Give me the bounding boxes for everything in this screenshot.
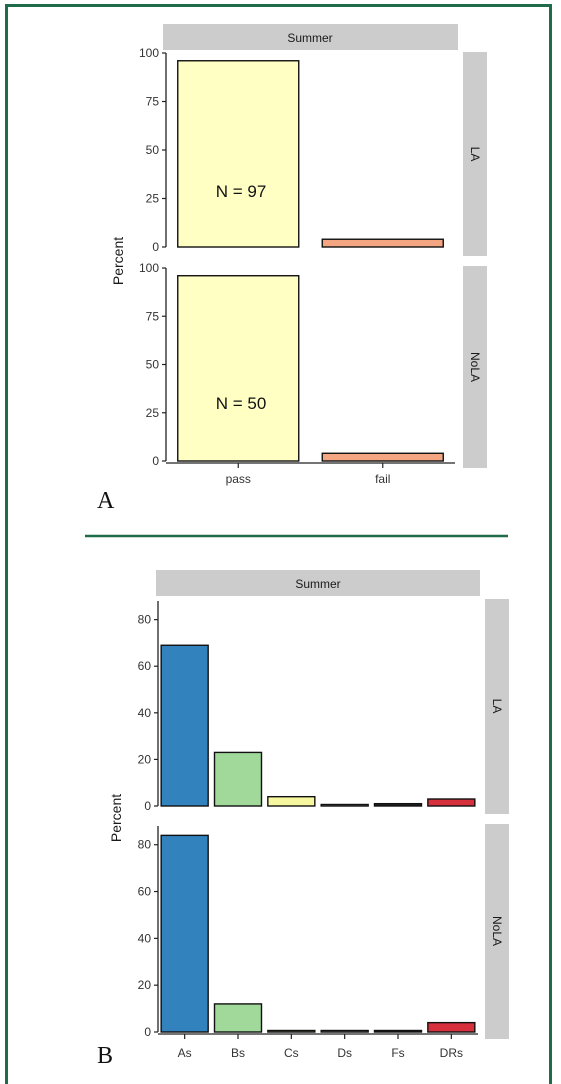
facet-row-label-2: NoLA (468, 352, 482, 382)
facet-strip-right-1 (463, 52, 487, 256)
x-tick-label: pass (226, 472, 251, 486)
bar-bs (213, 1003, 263, 1033)
y-tick-label: 100 (139, 46, 159, 60)
y-axis-label: Percent (108, 794, 124, 842)
annotation-n-la: N = 97 (216, 182, 267, 201)
bar-as (160, 834, 209, 1033)
x-tick-label: Ds (337, 1046, 352, 1060)
facet-panel-nola: 0 25 50 75 100 (139, 261, 444, 468)
facet-strip-right-2 (485, 824, 509, 1039)
y-tick-label: 0 (152, 240, 159, 254)
bar-pass (177, 60, 300, 248)
bar-drs (427, 1021, 476, 1033)
y-tick-label: 100 (139, 261, 159, 275)
bar-pass (177, 275, 300, 462)
bar-fs (373, 1029, 423, 1033)
bar-ds (320, 803, 369, 807)
x-tick-label: Bs (231, 1046, 245, 1060)
facet-panel-la: 0 25 50 75 100 (139, 46, 444, 254)
facet-row-label-2: NoLA (490, 916, 504, 946)
x-tick-label: fail (375, 472, 390, 486)
annotation-n-nola: N = 50 (216, 394, 267, 413)
facet-strip-top (156, 570, 480, 596)
y-tick-label: 25 (146, 192, 160, 206)
bar-bs (213, 751, 263, 807)
x-axis-ticks: pass fail (166, 462, 455, 486)
y-axis-label: Percent (110, 237, 126, 285)
facet-strip-label: Summer (287, 31, 332, 45)
facet-panel-nola: 0 20 40 60 80 (138, 826, 476, 1039)
panel-label-b: B (97, 1043, 113, 1069)
x-tick-label: Fs (391, 1046, 404, 1060)
y-tick-label: 20 (138, 978, 152, 992)
y-tick-label: 60 (138, 885, 152, 899)
y-tick-label: 50 (146, 358, 160, 372)
bar-as (160, 644, 209, 807)
chart-a: Summer LA NoLA Percent 0 25 50 75 100 0 25 50 7… (97, 24, 487, 514)
y-tick-label: 25 (146, 406, 160, 420)
x-tick-label: As (178, 1046, 192, 1060)
chart-b: Summer LA NoLA Percent 0 20 40 60 80 0 20 40 60… (97, 570, 509, 1069)
bar-cs (267, 1029, 316, 1033)
y-tick-label: 75 (146, 95, 160, 109)
facet-row-label-1: LA (468, 147, 482, 162)
y-tick-label: 40 (138, 931, 152, 945)
y-tick-label: 60 (138, 659, 152, 673)
y-tick-label: 50 (146, 143, 160, 157)
bar-fs (373, 802, 423, 807)
y-tick-label: 0 (152, 454, 159, 468)
facet-strip-right-1 (485, 599, 509, 814)
y-tick-label: 20 (138, 752, 152, 766)
bar-ds (320, 1029, 369, 1033)
facet-strip-label: Summer (295, 577, 340, 591)
x-tick-label: Cs (284, 1046, 299, 1060)
bar-fail (321, 452, 444, 462)
facet-strip-top (163, 24, 458, 50)
y-tick-label: 75 (146, 309, 160, 323)
y-tick-label: 80 (138, 838, 152, 852)
facet-panel-la: 0 20 40 60 80 (138, 601, 476, 813)
y-tick-label: 80 (138, 613, 152, 627)
figure-frame (5, 4, 552, 1084)
y-tick-label: 0 (144, 799, 151, 813)
x-axis-ticks: As Bs Cs Ds Fs DRs (158, 1033, 478, 1060)
y-tick-label: 40 (138, 706, 152, 720)
bar-fail (321, 238, 444, 248)
y-tick-label: 0 (144, 1025, 151, 1039)
panel-label-a: A (97, 488, 115, 514)
x-tick-label: DRs (440, 1046, 463, 1060)
bar-drs (427, 798, 476, 807)
facet-strip-right-2 (463, 266, 487, 468)
bar-cs (267, 795, 316, 807)
facet-row-label-1: LA (490, 699, 504, 714)
